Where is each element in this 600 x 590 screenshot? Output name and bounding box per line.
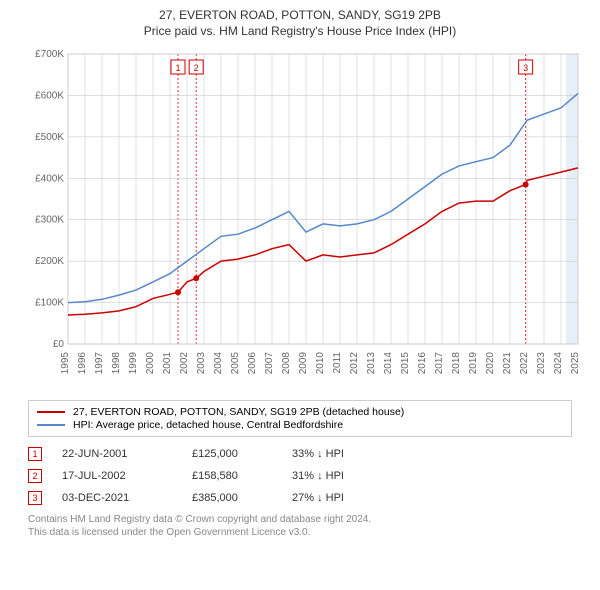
svg-text:2018: 2018: [451, 352, 462, 375]
line-chart: £0 £100K £200K £300K £400K £500K £600K £700K 199…: [28, 44, 588, 394]
legend: 27, EVERTON ROAD, POTTON, SANDY, SG19 2P…: [28, 400, 572, 437]
title-line2: Price paid vs. HM Land Registry's House …: [10, 24, 590, 38]
markers-table: 1 22-JUN-2001£125,00033% ↓ HPI 2 17-JUL-200…: [28, 443, 572, 509]
svg-text:2: 2: [194, 63, 199, 73]
title-line1: 27, EVERTON ROAD, POTTON, SANDY, SG19 2P…: [10, 8, 590, 22]
marker-price: £385,000: [192, 492, 292, 504]
svg-text:2025: 2025: [570, 352, 581, 375]
marker-date: 03-DEC-2021: [62, 492, 192, 504]
legend-swatch: [37, 424, 65, 426]
svg-text:2003: 2003: [196, 352, 207, 375]
marker-badge: 1: [28, 447, 42, 461]
svg-text:1996: 1996: [77, 352, 88, 375]
svg-text:2021: 2021: [502, 352, 513, 375]
svg-text:2010: 2010: [315, 352, 326, 375]
svg-text:1995: 1995: [60, 352, 71, 375]
attribution-line1: Contains HM Land Registry data © Crown c…: [28, 513, 572, 526]
marker-date: 17-JUL-2002: [62, 470, 192, 482]
svg-text:2022: 2022: [519, 352, 530, 375]
svg-text:£200K: £200K: [35, 256, 64, 267]
svg-text:2011: 2011: [332, 352, 343, 374]
svg-text:2006: 2006: [247, 352, 258, 375]
legend-label: HPI: Average price, detached house, Cent…: [73, 419, 343, 431]
svg-text:£400K: £400K: [35, 173, 64, 184]
svg-text:2005: 2005: [230, 352, 241, 375]
svg-text:2024: 2024: [553, 352, 564, 375]
svg-text:2015: 2015: [400, 352, 411, 375]
svg-text:£500K: £500K: [35, 132, 64, 143]
svg-text:2002: 2002: [179, 352, 190, 375]
legend-row: 27, EVERTON ROAD, POTTON, SANDY, SG19 2P…: [37, 406, 563, 418]
marker-table-row: 1 22-JUN-2001£125,00033% ↓ HPI: [28, 443, 572, 465]
marker-diff: 27% ↓ HPI: [292, 492, 412, 504]
svg-text:£300K: £300K: [35, 215, 64, 226]
svg-text:2007: 2007: [264, 352, 275, 375]
svg-text:2019: 2019: [468, 352, 479, 375]
svg-text:2017: 2017: [434, 352, 445, 375]
marker-badge: 3: [28, 491, 42, 505]
svg-text:2008: 2008: [281, 352, 292, 375]
svg-text:2012: 2012: [349, 352, 360, 375]
svg-text:2014: 2014: [383, 352, 394, 375]
marker-table-row: 2 17-JUL-2002£158,58031% ↓ HPI: [28, 465, 572, 487]
svg-text:£700K: £700K: [35, 49, 64, 60]
svg-text:2009: 2009: [298, 352, 309, 375]
chart-container: 27, EVERTON ROAD, POTTON, SANDY, SG19 2P…: [0, 0, 600, 590]
svg-text:2023: 2023: [536, 352, 547, 375]
svg-text:£600K: £600K: [35, 90, 64, 101]
svg-text:2016: 2016: [417, 352, 428, 375]
svg-text:2004: 2004: [213, 352, 224, 375]
legend-row: HPI: Average price, detached house, Cent…: [37, 419, 563, 431]
marker-diff: 31% ↓ HPI: [292, 470, 412, 482]
chart-area: £0 £100K £200K £300K £400K £500K £600K £700K 199…: [28, 44, 588, 394]
marker-price: £158,580: [192, 470, 292, 482]
svg-text:2013: 2013: [366, 352, 377, 375]
marker-date: 22-JUN-2001: [62, 448, 192, 460]
marker-price: £125,000: [192, 448, 292, 460]
legend-swatch: [37, 411, 65, 413]
legend-label: 27, EVERTON ROAD, POTTON, SANDY, SG19 2P…: [73, 406, 404, 418]
svg-text:£0: £0: [53, 339, 65, 350]
svg-text:2000: 2000: [145, 352, 156, 375]
marker-table-row: 3 03-DEC-2021£385,00027% ↓ HPI: [28, 487, 572, 509]
svg-text:1998: 1998: [111, 352, 122, 375]
attribution: Contains HM Land Registry data © Crown c…: [28, 513, 572, 539]
attribution-line2: This data is licensed under the Open Gov…: [28, 526, 572, 539]
svg-text:1997: 1997: [94, 352, 105, 375]
svg-text:1999: 1999: [128, 352, 139, 375]
marker-badge: 2: [28, 469, 42, 483]
svg-text:3: 3: [523, 63, 528, 73]
svg-text:2001: 2001: [162, 352, 173, 375]
svg-text:1: 1: [175, 63, 180, 73]
svg-text:£100K: £100K: [35, 298, 64, 309]
svg-text:2020: 2020: [485, 352, 496, 375]
marker-diff: 33% ↓ HPI: [292, 448, 412, 460]
